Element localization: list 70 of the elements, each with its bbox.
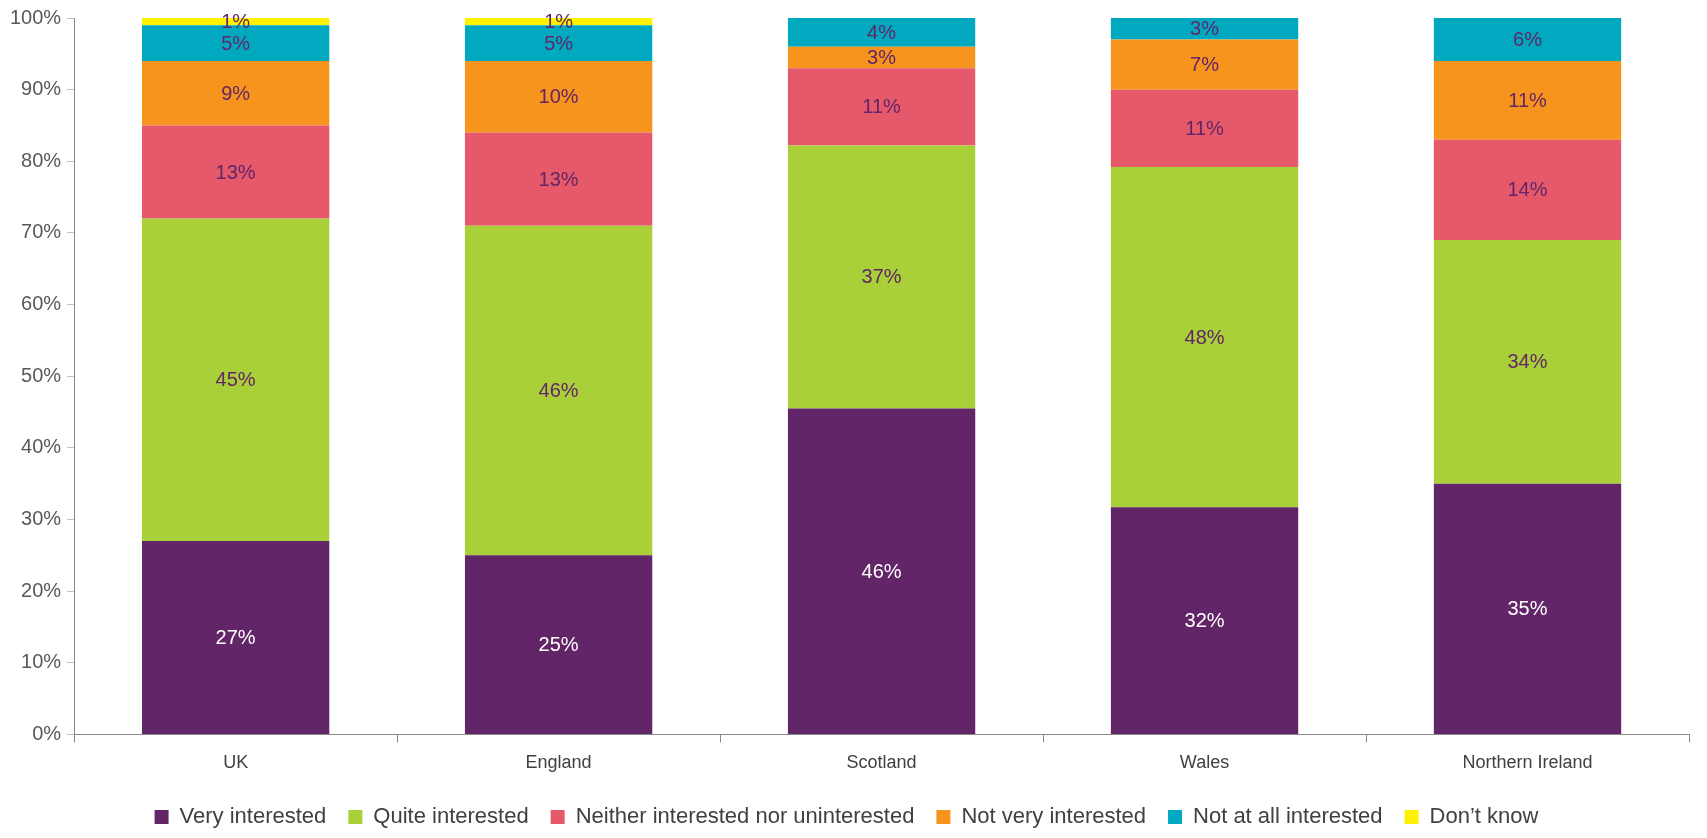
data-label: 5% <box>544 31 574 54</box>
bar <box>464 555 653 734</box>
data-label: 37% <box>861 265 902 288</box>
bar <box>787 408 976 734</box>
bar <box>1110 507 1299 734</box>
legend-label: Neither interested nor uninterested <box>575 803 915 829</box>
data-label: 3% <box>867 45 897 68</box>
data-label: 46% <box>861 559 902 582</box>
bar <box>1433 483 1622 734</box>
data-label: 4% <box>867 20 897 43</box>
data-label: 13% <box>215 160 256 183</box>
bar <box>464 225 653 556</box>
bar <box>787 18 976 47</box>
bar <box>1110 167 1299 508</box>
bar <box>787 145 976 409</box>
data-label: 35% <box>1507 597 1548 620</box>
y-tick-label: 0% <box>32 721 62 744</box>
data-label: 13% <box>538 167 579 190</box>
data-label: 11% <box>1185 116 1225 139</box>
bar <box>141 60 330 126</box>
y-tick-label: 60% <box>21 292 62 315</box>
bar <box>1433 60 1622 140</box>
data-label: 5% <box>221 31 251 54</box>
bar <box>1110 18 1299 40</box>
x-tick-label: England <box>525 752 592 773</box>
bar <box>464 60 653 133</box>
bar <box>1433 18 1622 61</box>
bar <box>141 125 330 219</box>
y-tick-label: 50% <box>21 363 62 386</box>
data-label: 14% <box>1507 178 1548 201</box>
data-label: 10% <box>538 85 579 108</box>
y-tick-label: 80% <box>21 148 62 171</box>
y-tick-label: 30% <box>21 507 62 529</box>
y-tick-label: 90% <box>21 77 62 100</box>
data-label: 45% <box>215 368 256 391</box>
data-label: 9% <box>221 81 251 104</box>
legend-label: Not at all interested <box>1193 803 1383 829</box>
bar <box>787 68 976 146</box>
x-tick-label: Scotland <box>846 752 917 773</box>
bar <box>464 132 653 226</box>
data-label: 11% <box>1508 88 1547 111</box>
data-label: 7% <box>1190 53 1220 76</box>
legend-label: Don’t know <box>1429 803 1539 829</box>
data-label: 27% <box>215 625 256 648</box>
legend-label: Not very interested <box>961 803 1147 829</box>
legend-label: Quite interested <box>373 803 529 829</box>
x-tick-label: Northern Ireland <box>1462 752 1593 773</box>
y-tick-label: 70% <box>21 220 62 243</box>
data-label: 48% <box>1184 325 1225 348</box>
bar <box>141 218 330 541</box>
bar <box>1433 240 1622 484</box>
data-label: 34% <box>1507 350 1548 373</box>
x-tick-label: Wales <box>1179 752 1230 773</box>
data-label: 6% <box>1513 28 1543 51</box>
legend-label: Very interested <box>179 803 327 829</box>
data-label: 32% <box>1184 609 1225 632</box>
x-tick-label: UK <box>223 752 249 773</box>
bar <box>1110 89 1299 168</box>
data-label: 3% <box>1190 17 1220 40</box>
data-label: 11% <box>862 95 902 118</box>
y-tick-label: 40% <box>21 435 62 458</box>
data-label: 46% <box>538 379 579 402</box>
y-tick-label: 100% <box>10 5 62 28</box>
bar <box>1433 139 1622 241</box>
data-label: 25% <box>538 633 579 656</box>
y-tick-label: 10% <box>21 650 62 673</box>
bar <box>141 540 330 734</box>
bar <box>787 46 976 69</box>
bar <box>1110 39 1299 90</box>
y-tick-label: 20% <box>21 578 62 601</box>
